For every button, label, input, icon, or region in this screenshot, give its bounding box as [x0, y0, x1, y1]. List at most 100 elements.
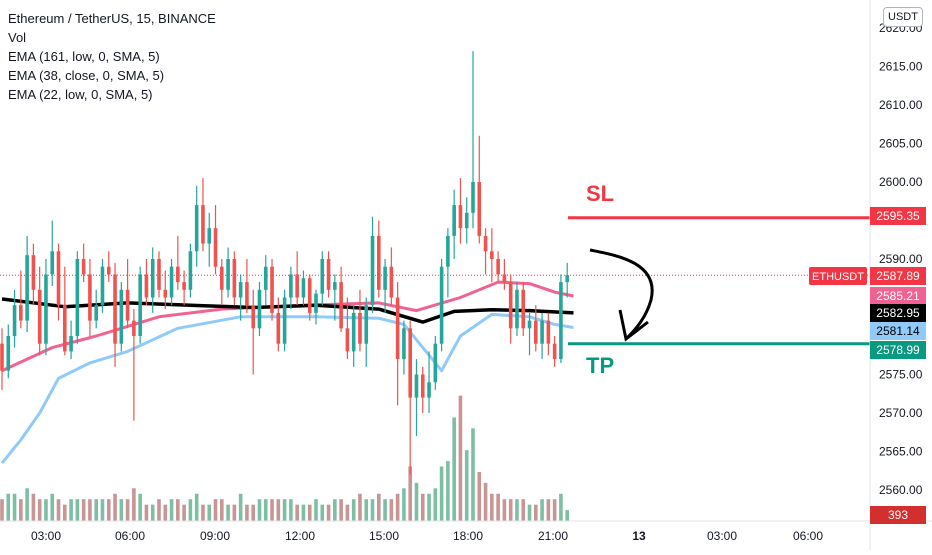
volume-bar	[50, 493, 55, 521]
candle	[44, 274, 48, 344]
candle	[502, 274, 507, 283]
legend-ema-22[interactable]: EMA (22, low, 0, SMA, 5)	[8, 87, 153, 102]
volume-bar	[420, 493, 425, 521]
candle	[207, 228, 212, 244]
volume-bars	[0, 395, 569, 521]
candle	[138, 274, 142, 336]
candle	[546, 320, 551, 344]
volume-bar	[12, 493, 17, 521]
volume-bar	[163, 504, 168, 521]
volume-bar	[546, 499, 551, 521]
legend-ema-38[interactable]: EMA (38, close, 0, SMA, 5)	[8, 68, 165, 83]
volume-bar	[295, 504, 299, 521]
candle	[157, 259, 161, 290]
candle	[19, 305, 23, 321]
curved-arrow-icon	[589, 248, 654, 342]
volume-bar	[182, 504, 186, 521]
legend-symbol[interactable]: Ethereum / TetherUS, 15, BINANCE	[8, 11, 216, 26]
candles	[0, 51, 569, 475]
volume-bar	[333, 499, 337, 521]
candle	[483, 235, 488, 252]
volume-bar	[289, 499, 293, 521]
volume-bar	[559, 493, 563, 521]
candle	[194, 205, 199, 252]
volume-bar	[339, 499, 343, 521]
volume-bar	[106, 499, 111, 521]
candle	[408, 328, 412, 398]
candle	[232, 259, 237, 298]
time-tick-label: 09:00	[200, 529, 230, 543]
candle	[383, 266, 387, 290]
candle	[182, 282, 186, 290]
volume-bar	[169, 499, 174, 521]
candle	[320, 259, 325, 294]
candle	[527, 320, 532, 329]
volume-bar	[490, 493, 494, 521]
candle	[113, 274, 117, 344]
sl-label: SL	[586, 181, 615, 206]
time-tick-label: 03:00	[31, 529, 61, 543]
legend-ema-161[interactable]: EMA (161, low, 0, SMA, 5)	[8, 49, 160, 64]
candle	[251, 305, 255, 329]
candle	[263, 266, 268, 290]
volume-bar	[452, 417, 456, 521]
chart-legend: Ethereum / TetherUS, 15, BINANCE Vol EMA…	[8, 9, 216, 104]
volume-bar	[194, 493, 199, 521]
time-axis[interactable]: 03:00 06:00 09:00 12:00 15:00 18:00 21:00 13 03:…	[0, 520, 932, 543]
volume-bar	[0, 499, 4, 521]
candle	[540, 320, 544, 344]
candle	[150, 259, 155, 298]
volume-bar	[69, 499, 73, 521]
candle	[565, 275, 569, 283]
price-label-tag	[870, 304, 926, 322]
legend-vol[interactable]: Vol	[8, 30, 27, 45]
volume-bar	[477, 471, 482, 521]
time-tick-label: 18:00	[453, 529, 483, 543]
candle	[56, 251, 61, 306]
volume-bar	[502, 499, 507, 521]
candle	[433, 343, 438, 383]
volume-bar	[464, 450, 469, 521]
candle	[0, 343, 4, 371]
candle	[458, 205, 463, 229]
candle	[326, 259, 331, 290]
volume-bar	[113, 493, 117, 521]
candle	[402, 328, 406, 360]
candle	[63, 305, 67, 352]
volume-bar	[345, 504, 350, 521]
volume-bar	[565, 510, 569, 521]
candle	[257, 289, 262, 329]
volume-bar	[471, 428, 475, 521]
candle	[345, 328, 350, 352]
price-label-text: 2578.99	[876, 343, 920, 357]
price-tick-label: 2575.00	[879, 368, 923, 382]
candle	[389, 266, 394, 298]
volume-bar	[220, 499, 224, 521]
candle	[295, 274, 299, 298]
volume-bar	[44, 499, 48, 521]
candle	[106, 266, 111, 275]
volume-bar	[88, 499, 92, 521]
volume-bar	[534, 504, 538, 521]
candle	[226, 259, 230, 290]
volume-bar	[119, 499, 124, 521]
volume-bar	[408, 466, 412, 521]
volume-bar	[414, 482, 419, 521]
candle	[552, 343, 557, 360]
currency-button[interactable]: USDT	[883, 7, 923, 27]
time-tick-label: 15:00	[369, 529, 399, 543]
candle	[446, 235, 450, 267]
volume-bar	[213, 499, 218, 521]
tp-label: TP	[586, 353, 615, 378]
volume-bar	[263, 499, 268, 521]
volume-bar	[81, 499, 86, 521]
volume-bar	[377, 493, 381, 521]
candle	[452, 205, 456, 236]
price-label-tag	[870, 207, 926, 225]
volume-bar	[458, 395, 463, 521]
price-labels: 2595.35 ETHUSDT 2587.89 2585.21 2582.95 2581.…	[809, 207, 926, 524]
candle	[427, 382, 431, 398]
volume-bar	[6, 493, 11, 521]
